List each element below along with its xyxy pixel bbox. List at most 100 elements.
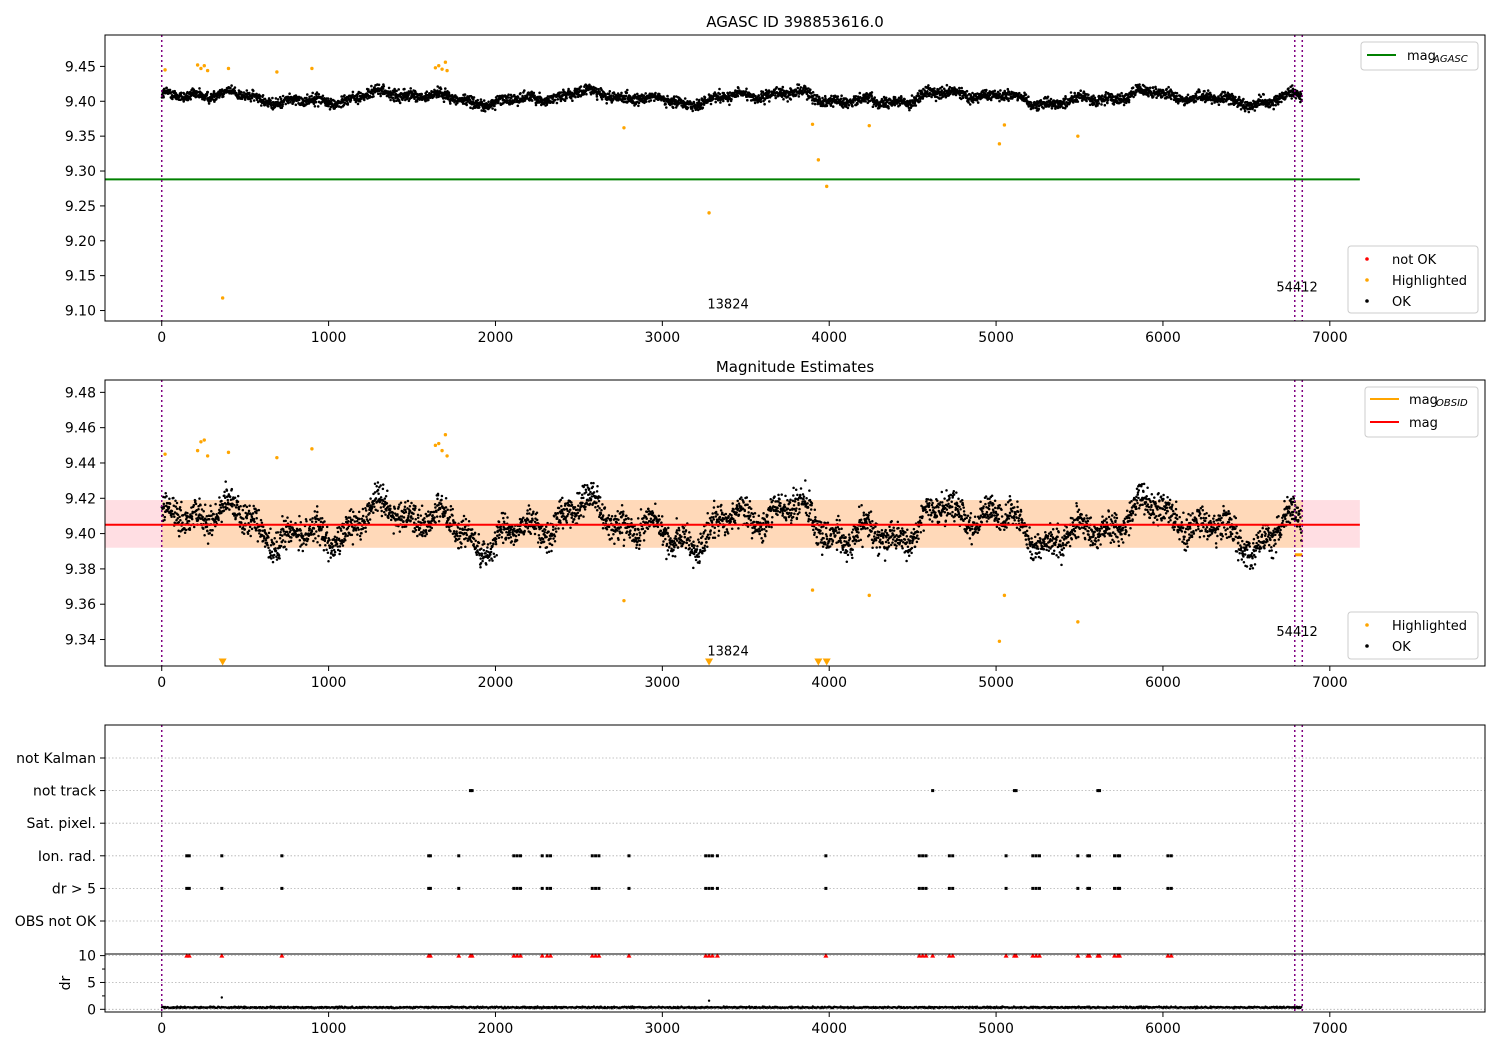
ok-point	[373, 505, 376, 508]
ok-point	[250, 527, 254, 531]
ok-point	[255, 511, 258, 515]
ok-point	[1198, 90, 1201, 94]
ok-point	[940, 85, 944, 89]
ok-point	[407, 99, 411, 103]
ok-point	[358, 517, 361, 521]
ok-point	[240, 91, 243, 94]
ok-point	[445, 92, 449, 96]
ok-point	[836, 95, 840, 98]
ok-point	[893, 96, 897, 99]
ok-point	[409, 87, 413, 90]
ok-point	[279, 97, 283, 101]
ok-point	[873, 96, 876, 99]
ok-point	[278, 537, 282, 540]
ok-point	[356, 94, 359, 98]
ok-point	[374, 497, 378, 500]
ok-point	[351, 543, 355, 546]
ok-point	[210, 509, 213, 513]
ok-point	[608, 90, 612, 93]
ok-point	[851, 104, 854, 108]
ok-point	[884, 96, 888, 100]
ok-point	[423, 520, 427, 523]
ok-point	[255, 98, 259, 102]
ok-point	[430, 526, 434, 530]
ok-point	[1024, 93, 1028, 96]
ok-point	[496, 94, 499, 98]
ok-point	[839, 97, 843, 101]
ok-point	[264, 539, 268, 542]
ok-point	[380, 514, 384, 518]
ok-point	[506, 99, 510, 102]
ok-point	[433, 516, 436, 519]
ok-point	[276, 98, 280, 101]
ok-point	[971, 101, 975, 104]
ok-point	[1064, 96, 1067, 100]
ok-point	[347, 519, 350, 523]
ok-point	[409, 519, 412, 522]
ok-point	[214, 502, 217, 506]
ok-point	[202, 527, 205, 531]
ok-point	[1103, 103, 1107, 107]
ok-point	[1003, 98, 1006, 102]
ok-point	[391, 96, 395, 100]
ok-point	[364, 506, 367, 510]
ok-point	[1087, 93, 1090, 97]
ok-point	[377, 83, 381, 87]
ok-point	[370, 506, 374, 510]
ok-point	[234, 516, 237, 520]
ok-point	[461, 102, 465, 105]
ok-point	[813, 102, 817, 106]
ok-point	[414, 518, 417, 521]
ok-point	[178, 506, 182, 509]
ok-point	[809, 88, 812, 91]
ok-point	[1138, 83, 1141, 86]
ok-point	[402, 516, 406, 519]
ok-point	[463, 93, 467, 96]
ok-point	[174, 499, 177, 502]
ok-point	[389, 98, 392, 102]
ok-point	[400, 518, 403, 521]
ok-point	[359, 91, 362, 95]
ok-point	[702, 103, 706, 106]
ok-point	[463, 96, 466, 99]
ok-point	[210, 533, 214, 537]
ok-point	[477, 105, 481, 109]
ok-point	[1120, 91, 1123, 95]
ok-point	[171, 97, 174, 101]
ok-point	[1280, 100, 1283, 104]
ok-point	[418, 508, 421, 511]
ok-point	[229, 86, 232, 90]
ok-point	[281, 94, 285, 98]
ok-point	[211, 529, 214, 532]
ok-point	[958, 86, 961, 90]
ok-point	[532, 91, 536, 95]
ok-point	[279, 103, 282, 107]
ok-point	[1127, 98, 1131, 102]
ok-point	[261, 94, 265, 97]
ok-point	[333, 550, 337, 554]
ok-point	[175, 507, 179, 511]
ok-point	[175, 501, 179, 505]
ok-point	[795, 93, 798, 96]
ok-point	[620, 91, 623, 95]
ok-point	[722, 99, 725, 103]
ok-point	[178, 515, 181, 519]
ok-point	[945, 83, 949, 87]
ok-point	[289, 539, 293, 543]
ok-point	[918, 99, 922, 103]
ok-point	[251, 512, 255, 515]
ok-point	[289, 529, 292, 532]
ok-point	[450, 93, 454, 97]
ok-point	[1046, 95, 1050, 99]
ok-point	[306, 93, 309, 96]
ok-point	[1100, 94, 1104, 97]
ok-point	[437, 519, 441, 523]
ok-point	[367, 502, 371, 505]
ok-point	[328, 538, 331, 542]
ok-point	[1069, 91, 1073, 94]
ok-point	[357, 510, 361, 514]
ok-point	[519, 92, 522, 95]
ok-point	[1274, 103, 1277, 107]
ok-point	[359, 538, 362, 541]
ok-point	[354, 528, 358, 532]
